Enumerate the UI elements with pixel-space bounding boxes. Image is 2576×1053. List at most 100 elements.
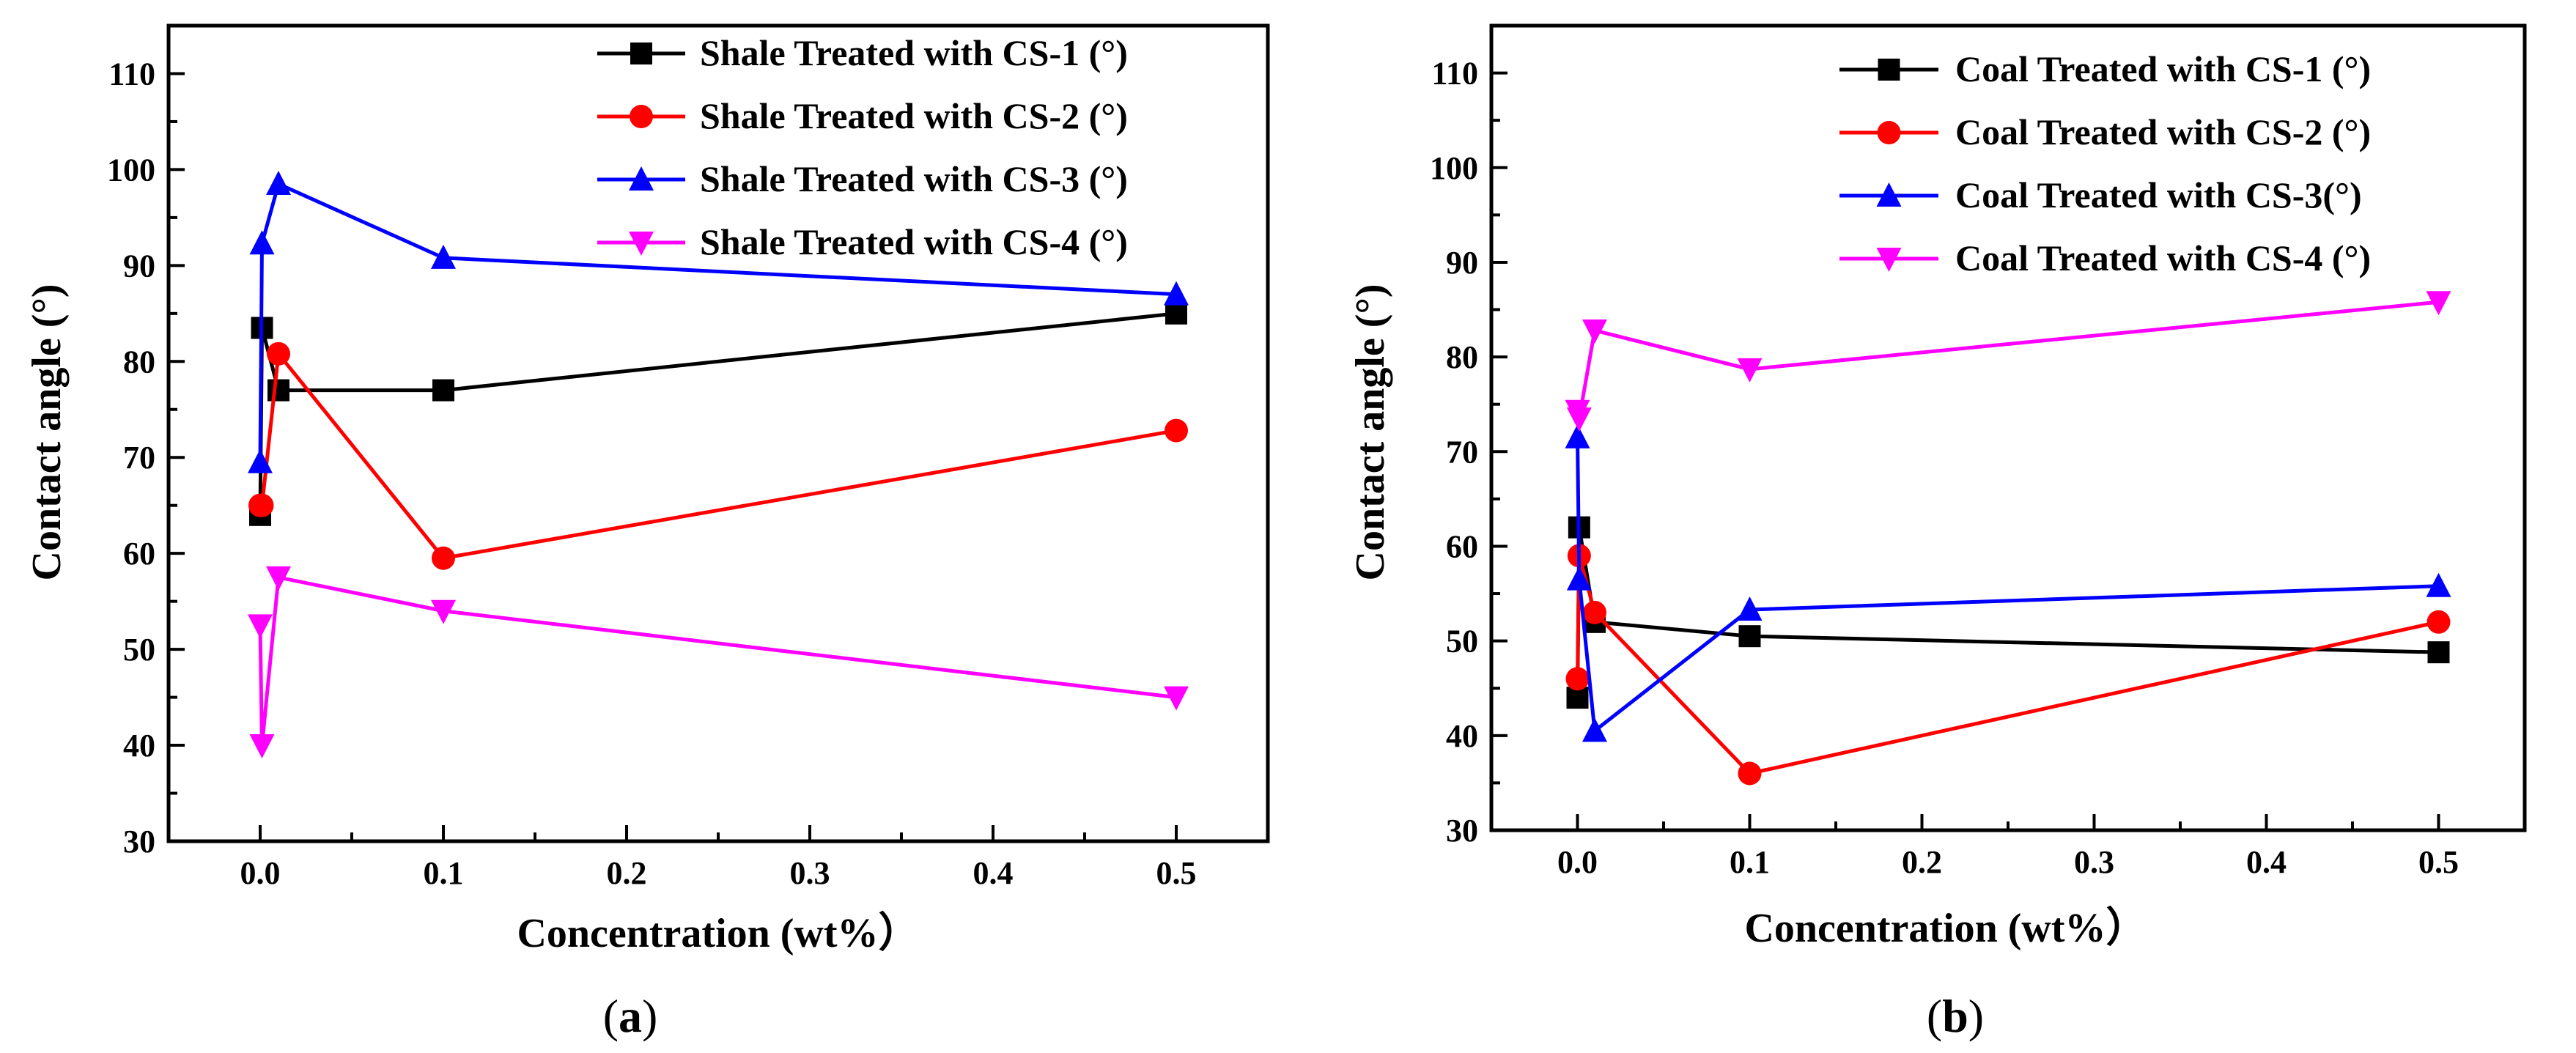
data-point <box>1164 281 1189 306</box>
data-point <box>248 614 273 639</box>
data-point <box>1566 566 1592 591</box>
y-tick-label: 30 <box>123 824 155 860</box>
y-tick-label: 60 <box>1446 528 1478 564</box>
data-point <box>1565 667 1590 691</box>
data-point <box>1737 358 1763 383</box>
data-point <box>432 546 455 570</box>
y-tick-label: 70 <box>123 440 155 476</box>
y-tick-label: 110 <box>1431 56 1478 92</box>
y-tick-label: 30 <box>1446 813 1478 849</box>
series-line <box>1576 300 2439 421</box>
data-point <box>431 244 456 269</box>
data-point <box>2426 572 2451 597</box>
y-tick-label: 40 <box>123 728 155 764</box>
y-tick-label: 90 <box>1446 245 1478 281</box>
data-point <box>1566 407 1592 432</box>
data-point <box>1738 761 1762 786</box>
data-point <box>1565 424 1590 448</box>
data-point <box>2426 291 2451 316</box>
legend-label: Coal Treated with CS-3(°) <box>1955 174 2362 215</box>
series-3 <box>1565 424 2451 742</box>
data-point <box>1738 625 1761 648</box>
x-tick-label: 0.0 <box>240 855 281 891</box>
y-tick-label: 80 <box>1446 339 1478 375</box>
data-point <box>432 379 454 402</box>
data-point <box>249 734 275 759</box>
data-point <box>1164 686 1189 711</box>
data-point <box>1583 600 1606 624</box>
panel-label: (a) <box>603 990 658 1042</box>
data-point <box>250 493 274 517</box>
x-tick-label: 0.0 <box>1557 844 1598 880</box>
series-4 <box>1565 291 2451 432</box>
y-tick-label: 110 <box>108 56 155 92</box>
legend-label: Shale Treated with CS-4 (°) <box>700 221 1128 262</box>
legend-marker <box>630 43 652 64</box>
x-tick-label: 0.5 <box>2418 844 2459 880</box>
data-point <box>267 379 289 402</box>
x-tick-label: 0.4 <box>2246 844 2287 880</box>
x-tick-label: 0.1 <box>424 855 464 891</box>
legend-marker <box>1876 182 1902 207</box>
data-point <box>1165 418 1188 443</box>
series-4 <box>248 566 1189 759</box>
legend-label: Coal Treated with CS-1 (°) <box>1955 48 2371 89</box>
legend-label: Coal Treated with CS-4 (°) <box>1955 237 2371 278</box>
series-1 <box>1566 516 2450 709</box>
x-tick-label: 0.3 <box>2074 844 2114 880</box>
x-tick-label: 0.3 <box>790 855 830 891</box>
panel-label: (b) <box>1927 990 1984 1042</box>
legend-marker <box>1877 121 1901 144</box>
y-tick-label: 50 <box>123 632 155 668</box>
series-line <box>1576 553 2440 775</box>
legend-marker <box>1878 59 1900 81</box>
legend-label: Coal Treated with CS-2 (°) <box>1955 111 2371 152</box>
legend-marker <box>1876 248 1902 272</box>
y-tick-label: 90 <box>123 248 155 284</box>
plot-frame <box>166 23 1270 843</box>
x-tick-label: 0.2 <box>1902 844 1942 880</box>
legend-label: Shale Treated with CS-1 (°) <box>700 32 1128 73</box>
data-point <box>431 599 456 624</box>
x-tick-label: 0.5 <box>1156 855 1197 891</box>
data-point <box>266 566 291 591</box>
y-tick-label: 70 <box>1446 434 1478 470</box>
chart-panel-b: 30 40 50 60 70 80 90 100 110 0.0 0.1 0.2 0.3 0.4 0.5 Co… <box>1348 23 2527 1042</box>
y-axis-title: Contact angle (°) <box>1348 284 1393 581</box>
y-tick-label: 60 <box>123 536 155 572</box>
y-tick-label: 80 <box>123 344 155 380</box>
series-3 <box>248 171 1189 473</box>
x-tick-label: 0.2 <box>607 855 647 891</box>
series-2 <box>248 341 1188 570</box>
series-line <box>258 575 1177 747</box>
data-point <box>266 171 291 196</box>
series-line <box>260 352 1177 561</box>
data-point <box>267 341 290 366</box>
series-line <box>1576 525 2439 698</box>
legend-marker <box>629 166 654 191</box>
chart-panel-a: 30 40 50 60 70 80 90 100 110 0.0 0.1 0.2 0.3 0.4 0.5 Sh… <box>24 23 1270 1042</box>
series-line <box>1576 437 2439 733</box>
data-point <box>1582 319 1607 344</box>
legend-marker <box>630 105 653 128</box>
y-tick-label: 40 <box>1446 718 1478 754</box>
data-point <box>2427 641 2450 664</box>
data-point <box>2426 610 2451 634</box>
data-point <box>248 448 273 473</box>
y-axis-title: Contact angle (°) <box>24 284 70 581</box>
y-tick-label: 100 <box>107 152 155 188</box>
data-point <box>1165 302 1187 325</box>
data-point <box>1737 596 1763 621</box>
y-tick-label: 100 <box>1430 150 1478 186</box>
x-tick-label: 0.4 <box>973 855 1014 891</box>
x-axis-title: Concentration (wt%） <box>517 910 919 956</box>
legend-marker <box>629 232 654 256</box>
data-point <box>1582 717 1607 742</box>
legend-label: Shale Treated with CS-3 (°) <box>700 158 1128 199</box>
x-tick-label: 0.1 <box>1730 844 1770 880</box>
x-axis-title: Concentration (wt%） <box>1744 905 2147 951</box>
series-line <box>258 311 1177 515</box>
data-point <box>249 230 275 255</box>
legend-label: Shale Treated with CS-2 (°) <box>700 95 1128 136</box>
